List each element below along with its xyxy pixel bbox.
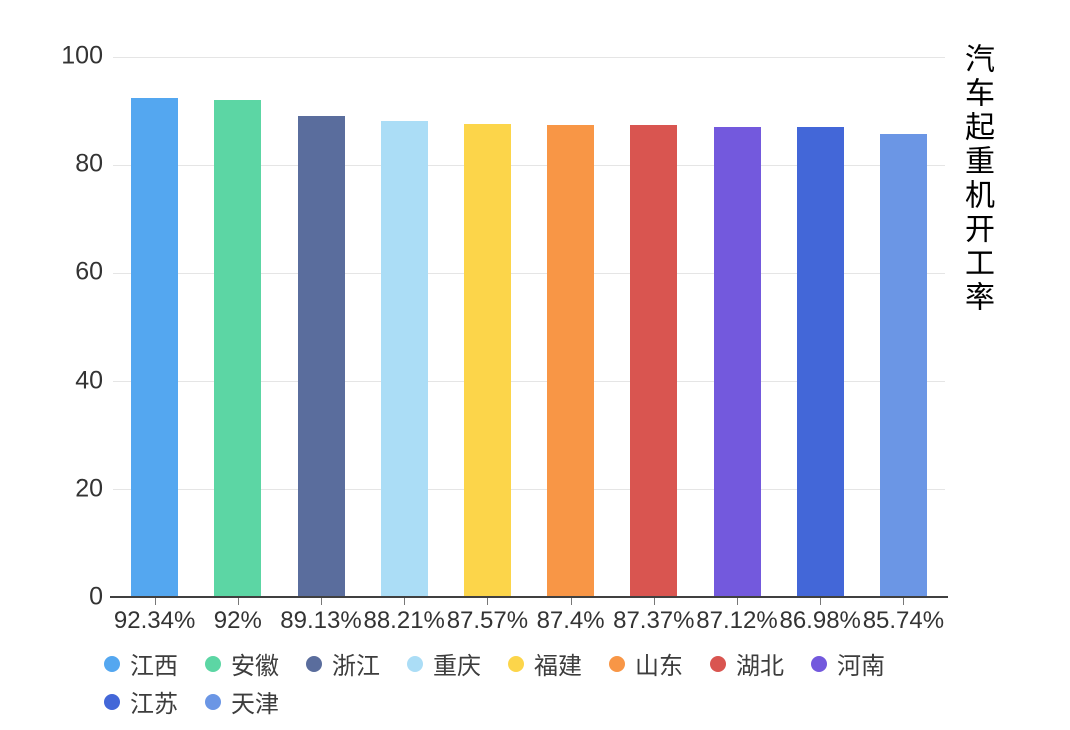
x-axis-label: 85.74% bbox=[862, 607, 945, 634]
legend-dot-icon bbox=[205, 693, 221, 710]
plot-area bbox=[113, 56, 945, 598]
legend-dot-icon bbox=[104, 693, 120, 710]
legend-item-label: 江苏 bbox=[130, 691, 178, 718]
legend-dot-icon bbox=[205, 655, 221, 672]
gridline bbox=[113, 272, 945, 274]
x-axis-label: 86.98% bbox=[779, 607, 861, 634]
legend-dot-icon bbox=[508, 655, 524, 672]
legend-item[interactable]: 福建 bbox=[508, 649, 582, 680]
x-axis-label: 92.34% bbox=[113, 607, 196, 634]
bar[interactable] bbox=[879, 134, 927, 598]
y-axis-label: 40 bbox=[75, 365, 103, 394]
x-axis-tick bbox=[154, 598, 156, 605]
x-axis-tick bbox=[903, 598, 905, 605]
legend-item[interactable]: 山东 bbox=[609, 649, 683, 680]
x-axis-tick bbox=[321, 598, 322, 605]
legend-item-label: 安徽 bbox=[231, 653, 279, 680]
legend-item[interactable]: 湖北 bbox=[710, 649, 784, 680]
bar[interactable] bbox=[131, 98, 179, 598]
y-axis-label: 100 bbox=[61, 41, 103, 70]
legend-dot-icon bbox=[104, 655, 120, 672]
legend-item-label: 湖北 bbox=[736, 653, 784, 680]
x-axis-label: 87.12% bbox=[696, 607, 778, 634]
bar[interactable] bbox=[380, 120, 428, 598]
gridline bbox=[113, 164, 945, 166]
y-axis-label: 20 bbox=[75, 474, 103, 503]
x-axis-tick bbox=[404, 598, 406, 605]
y-axis-label: 80 bbox=[75, 149, 103, 178]
x-axis-tick bbox=[570, 598, 572, 605]
legend-dot-icon bbox=[811, 655, 827, 672]
bar[interactable] bbox=[630, 125, 678, 598]
legend-item-label: 重庆 bbox=[433, 653, 481, 680]
x-axis-tick bbox=[237, 598, 239, 605]
bar[interactable] bbox=[463, 124, 511, 598]
bar[interactable] bbox=[713, 126, 761, 598]
legend-item-label: 天津 bbox=[231, 691, 279, 718]
legend-item[interactable]: 浙江 bbox=[306, 649, 380, 680]
bar[interactable] bbox=[547, 125, 595, 598]
x-axis-label: 87.37% bbox=[613, 607, 695, 634]
gridline bbox=[113, 489, 945, 491]
legend-dot-icon bbox=[609, 655, 625, 672]
legend-dot-icon bbox=[306, 655, 322, 672]
y-axis-label: 0 bbox=[89, 582, 103, 611]
x-axis-label: 92% bbox=[213, 607, 262, 634]
legend-dot-icon bbox=[407, 655, 423, 672]
x-axis-tick bbox=[820, 598, 822, 605]
legend-item-label: 江西 bbox=[130, 653, 178, 680]
gridline bbox=[113, 381, 945, 383]
x-axis-tick bbox=[487, 598, 489, 605]
chart-title: 汽车起重机开工率 bbox=[960, 43, 993, 315]
bar[interactable] bbox=[796, 127, 844, 598]
legend-item[interactable]: 江西 bbox=[104, 649, 178, 680]
x-axis-line bbox=[110, 596, 948, 598]
x-axis-label: 88.21% bbox=[363, 607, 445, 634]
x-axis-label: 87.4% bbox=[536, 607, 605, 634]
gridline bbox=[113, 56, 945, 58]
legend-dot-icon bbox=[710, 655, 726, 672]
y-axis-label: 60 bbox=[75, 257, 103, 286]
legend-item-label: 浙江 bbox=[332, 653, 380, 680]
bar[interactable] bbox=[297, 115, 345, 598]
bar[interactable] bbox=[214, 100, 262, 598]
legend-item[interactable]: 河南 bbox=[811, 649, 885, 680]
x-axis-label: 87.57% bbox=[446, 607, 529, 634]
legend-item-label: 河南 bbox=[837, 653, 885, 680]
legend-item[interactable]: 重庆 bbox=[407, 649, 481, 680]
legend-item[interactable]: 天津 bbox=[205, 687, 279, 718]
x-axis-tick bbox=[653, 598, 655, 605]
legend-item[interactable]: 江苏 bbox=[104, 687, 178, 718]
x-axis-label: 89.13% bbox=[280, 607, 362, 634]
legend-item[interactable]: 安徽 bbox=[205, 649, 279, 680]
x-axis-tick bbox=[737, 598, 738, 605]
legend-item-label: 山东 bbox=[635, 653, 683, 680]
legend-item-label: 福建 bbox=[534, 653, 582, 680]
legend: 江西 安徽 浙江 重庆 福建 山东 湖北 河南江苏 天津 bbox=[104, 649, 934, 718]
